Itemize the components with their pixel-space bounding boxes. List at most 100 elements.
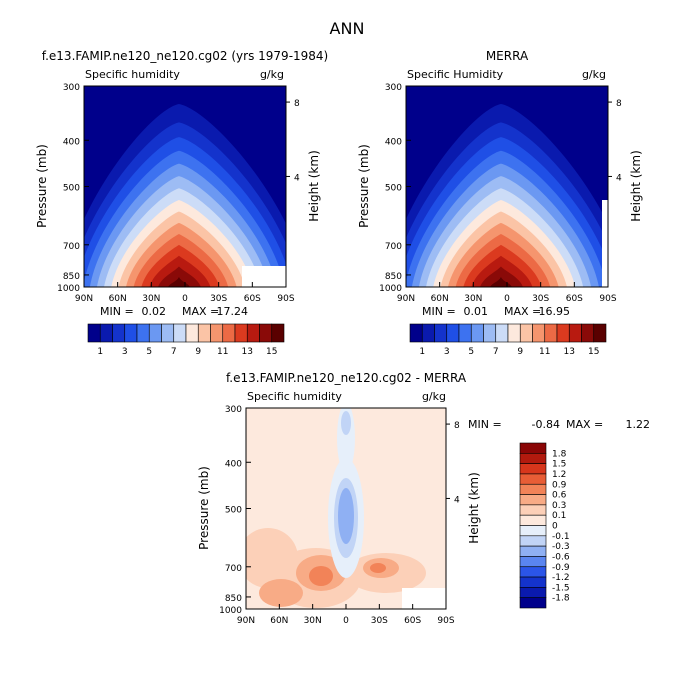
y-tick-label: 850 [63, 272, 80, 282]
x-tick-label: 60S [566, 294, 583, 304]
min-value: 0.02 [142, 305, 167, 318]
colorbar-label: 5 [468, 347, 474, 357]
colorbar-label: 13 [242, 347, 253, 357]
y-tick-label: 850 [225, 594, 242, 604]
contour-region [246, 468, 321, 528]
colorbar-label: -0.6 [552, 552, 570, 562]
colorbar-swatch [519, 504, 547, 516]
y-tick-label: 1000 [219, 606, 242, 616]
colorbar-swatch [519, 514, 547, 526]
y-tick-label-right: 4 [294, 173, 300, 183]
colorbar-swatch [556, 323, 570, 343]
y-tick-label: 500 [63, 184, 80, 194]
contour-region [259, 579, 303, 607]
colorbar-label: 9 [517, 347, 523, 357]
colorbar-swatch [259, 323, 273, 343]
colorbar-label: -1.8 [552, 594, 570, 604]
contour-band [158, 266, 201, 287]
x-tick-label: 60S [404, 616, 421, 626]
y-tick-label-right: 4 [454, 495, 460, 505]
y-tick-label-right: 8 [616, 99, 622, 109]
y-tick-label: 1000 [57, 284, 80, 294]
colorbar-label: 1 [97, 347, 103, 357]
x-tick-label: 90S [277, 294, 294, 304]
colorbar-swatch [246, 323, 260, 343]
x-tick-label: 30N [304, 616, 322, 626]
min-value: -0.84 [532, 418, 560, 431]
units-label: g/kg [582, 68, 606, 81]
colorbar-swatch [519, 597, 547, 609]
colorbar-label: 0.1 [552, 511, 566, 521]
contour-band [168, 277, 190, 287]
max-label: MAX = [182, 305, 219, 318]
colorbar-swatch [593, 323, 607, 343]
x-tick-label: 90N [75, 294, 93, 304]
colorbar-label: -1.2 [552, 573, 570, 583]
colorbar-swatch [519, 576, 547, 588]
colorbar-swatch [271, 323, 285, 343]
colorbar-label: 15 [266, 347, 277, 357]
y-tick-label: 700 [225, 564, 242, 574]
panel-title: f.e13.FAMIP.ne120_ne120.cg02 (yrs 1979-1… [42, 49, 329, 63]
y-tick-label: 300 [225, 405, 242, 415]
colorbar-label: 1.5 [552, 460, 566, 470]
contour-region [370, 563, 386, 573]
colorbar-swatch [197, 323, 211, 343]
colorbar-swatch [519, 463, 547, 475]
contour-region [341, 411, 351, 435]
colorbar-swatch [446, 323, 460, 343]
y-axis-label: Pressure (mb) [35, 144, 49, 228]
colorbar-swatch [222, 323, 236, 343]
y-axis-label: Pressure (mb) [357, 144, 371, 228]
colorbar-swatch [507, 323, 521, 343]
missing-data-mask [242, 266, 286, 287]
max-value: 17.24 [217, 305, 249, 318]
panel-title: MERRA [486, 49, 529, 63]
colorbar-label: -0.1 [552, 532, 570, 542]
y-tick-label: 850 [385, 272, 402, 282]
y-tick-label-right: 4 [616, 173, 622, 183]
colorbar-swatch [161, 323, 175, 343]
min-label: MIN = [422, 305, 456, 318]
y-tick-label: 400 [225, 459, 242, 469]
colorbar-swatch [495, 323, 509, 343]
max-value: 16.95 [539, 305, 571, 318]
colorbar-swatch [519, 545, 547, 557]
colorbar-label: 0 [552, 522, 558, 532]
variable-label: Specific humidity [247, 390, 342, 403]
colorbar-swatch [409, 323, 423, 343]
colorbar-swatch [421, 323, 435, 343]
x-tick-label: 30S [371, 616, 388, 626]
colorbar-swatch [532, 323, 546, 343]
contour-region [286, 434, 346, 462]
colorbar-swatch [519, 483, 547, 495]
colorbar-swatch [234, 323, 248, 343]
y-tick-label: 400 [385, 137, 402, 147]
colorbar-swatch [581, 323, 595, 343]
colorbar-swatch [136, 323, 150, 343]
colorbar-label: -0.9 [552, 563, 570, 573]
contour-band [480, 266, 523, 287]
colorbar-swatch [470, 323, 484, 343]
contour-region [309, 566, 333, 586]
colorbar-label: 1.2 [552, 470, 566, 480]
colorbar-swatch [519, 566, 547, 578]
colorbar-label: 11 [539, 347, 550, 357]
x-tick-label: 0 [504, 294, 510, 304]
colorbar-label: 1 [419, 347, 425, 357]
y-tick-label: 300 [385, 83, 402, 93]
colorbar-label: 3 [444, 347, 450, 357]
colorbar-label: -1.5 [552, 583, 570, 593]
colorbar: 1.81.51.20.90.60.30.10-0.1-0.3-0.6-0.9-1… [519, 442, 570, 609]
colorbar: 1 3 5 7 9 11 13 15 [409, 323, 607, 357]
units-label: g/kg [422, 390, 446, 403]
panel-merra: MERRA Specific Humidity g/kg 90N 60N 30N 0 3… [357, 49, 643, 357]
colorbar-swatch [519, 525, 547, 537]
colorbar-swatch [519, 473, 547, 485]
colorbar-swatch [568, 323, 582, 343]
colorbar-swatch [519, 323, 533, 343]
colorbar-label: -0.3 [552, 542, 570, 552]
colorbar-swatch [434, 323, 448, 343]
colorbar-label: 1.8 [552, 449, 567, 459]
y-tick-label-right: 8 [454, 421, 460, 431]
